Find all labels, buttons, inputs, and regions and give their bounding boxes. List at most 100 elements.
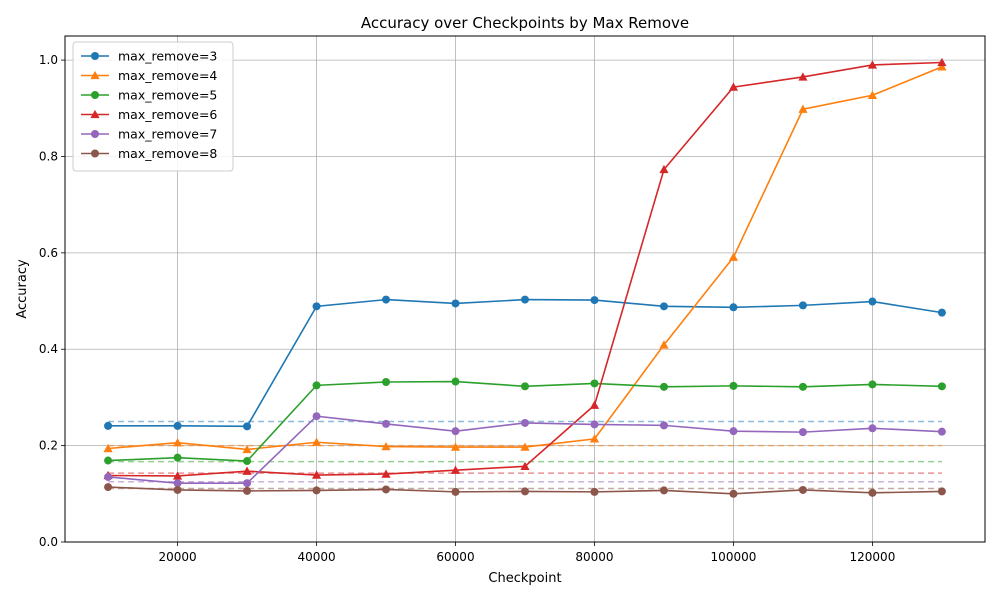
legend-item: max_remove=7 bbox=[81, 127, 217, 142]
y-tick-label: 0.0 bbox=[39, 535, 58, 549]
data-point bbox=[243, 422, 252, 431]
data-point bbox=[729, 427, 738, 436]
legend: max_remove=3 max_remove=4 max_remove=5 max_… bbox=[72, 41, 234, 172]
data-point bbox=[590, 420, 599, 429]
y-tick-label: 0.4 bbox=[39, 342, 58, 356]
data-point bbox=[382, 485, 391, 494]
data-point bbox=[450, 442, 461, 451]
data-point bbox=[729, 489, 738, 498]
data-point bbox=[867, 90, 878, 99]
data-point bbox=[242, 466, 252, 475]
x-tick-label: 20000 bbox=[158, 550, 196, 564]
data-point bbox=[868, 297, 877, 306]
legend-item: max_remove=8 bbox=[81, 146, 217, 161]
data-point bbox=[659, 382, 668, 391]
y-axis-ticks: 0.0 0.2 0.4 0.6 0.8 1.0 bbox=[39, 53, 65, 549]
legend-label: max_remove=8 bbox=[118, 146, 217, 161]
x-tick-label: 100000 bbox=[711, 550, 757, 564]
data-point bbox=[104, 472, 113, 481]
data-point bbox=[798, 104, 808, 113]
data-point bbox=[729, 381, 738, 390]
data-point bbox=[243, 457, 252, 466]
data-point bbox=[173, 453, 182, 462]
data-point bbox=[173, 479, 182, 488]
data-point bbox=[867, 60, 878, 69]
y-tick-label: 0.8 bbox=[39, 149, 58, 163]
data-point bbox=[242, 444, 252, 454]
series-layer bbox=[103, 57, 947, 498]
data-point bbox=[521, 295, 529, 304]
x-tick-label: 60000 bbox=[436, 550, 474, 564]
data-point bbox=[104, 421, 113, 430]
legend-marker bbox=[91, 91, 99, 99]
y-tick-label: 1.0 bbox=[39, 53, 58, 67]
data-point bbox=[868, 380, 877, 389]
data-point bbox=[728, 82, 739, 91]
data-point bbox=[659, 302, 668, 311]
legend-marker bbox=[90, 109, 100, 119]
data-point bbox=[937, 382, 946, 391]
data-point bbox=[728, 252, 739, 261]
y-tick-label: 0.6 bbox=[39, 246, 58, 260]
data-point bbox=[103, 443, 113, 453]
data-point bbox=[589, 400, 600, 409]
data-point bbox=[659, 340, 669, 349]
legend-item: max_remove=6 bbox=[81, 107, 217, 122]
legend-item: max_remove=3 bbox=[81, 49, 217, 64]
data-point bbox=[382, 295, 391, 304]
data-point bbox=[172, 471, 183, 480]
data-point bbox=[937, 57, 947, 67]
legend-marker bbox=[91, 52, 99, 60]
series-1 bbox=[104, 295, 946, 431]
legend-marker bbox=[90, 70, 100, 80]
legend-item: max_remove=4 bbox=[81, 68, 217, 83]
data-point bbox=[381, 441, 391, 451]
data-point bbox=[312, 302, 321, 311]
data-point bbox=[659, 486, 668, 495]
data-point bbox=[104, 456, 113, 465]
data-point bbox=[798, 301, 807, 310]
data-point bbox=[659, 164, 669, 174]
legend-label: max_remove=3 bbox=[118, 49, 217, 64]
data-point bbox=[798, 72, 808, 81]
data-point bbox=[798, 485, 807, 494]
chart-title: Accuracy over Checkpoints by Max Remove bbox=[361, 14, 689, 32]
y-tick-label: 0.2 bbox=[39, 439, 58, 453]
data-point bbox=[589, 434, 600, 443]
data-point bbox=[521, 487, 529, 496]
data-point bbox=[590, 379, 599, 388]
data-point bbox=[521, 382, 529, 391]
x-axis-label: Checkpoint bbox=[488, 571, 561, 586]
data-point bbox=[173, 421, 182, 430]
y-axis-label: Accuracy bbox=[15, 259, 30, 319]
data-point bbox=[521, 418, 529, 427]
legend-box bbox=[72, 41, 234, 172]
legend-marker bbox=[91, 149, 99, 158]
data-point bbox=[798, 428, 807, 437]
data-point bbox=[311, 437, 322, 446]
series-6 bbox=[104, 483, 946, 498]
data-point bbox=[172, 438, 183, 447]
data-point bbox=[520, 461, 530, 471]
data-point bbox=[659, 421, 668, 430]
data-point bbox=[451, 487, 460, 496]
data-point bbox=[382, 419, 391, 428]
data-point bbox=[868, 488, 877, 497]
data-point bbox=[243, 479, 252, 488]
legend-label: max_remove=4 bbox=[118, 68, 217, 83]
series-2 bbox=[103, 62, 947, 454]
data-point bbox=[798, 382, 807, 391]
data-point bbox=[382, 378, 391, 387]
data-point bbox=[312, 381, 321, 390]
data-point bbox=[937, 62, 947, 71]
series-3 bbox=[104, 377, 946, 466]
x-axis-ticks: 20000 40000 60000 80000 100000 120000 bbox=[158, 542, 895, 564]
data-point bbox=[937, 487, 946, 496]
data-point bbox=[243, 486, 252, 495]
series-5 bbox=[104, 412, 946, 488]
data-point bbox=[868, 424, 877, 433]
data-point bbox=[937, 308, 946, 317]
data-point bbox=[937, 427, 946, 436]
data-point bbox=[381, 469, 391, 478]
